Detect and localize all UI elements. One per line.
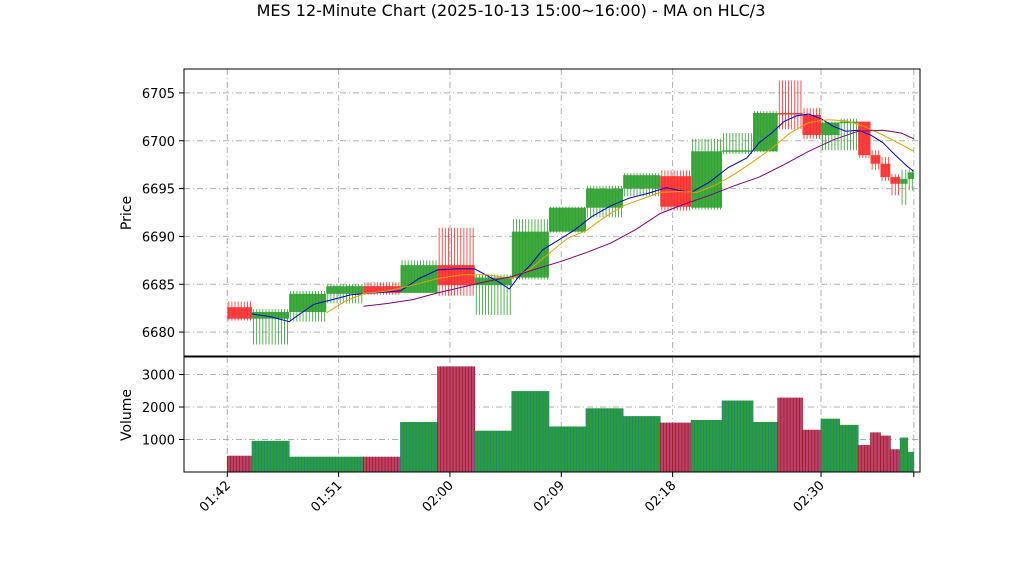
x-tick-label: 01:51 bbox=[308, 478, 345, 515]
candle-body bbox=[289, 293, 327, 312]
moving-average-line-ma-fast bbox=[251, 113, 915, 323]
candle-body bbox=[586, 188, 624, 208]
volume-bar-up bbox=[400, 421, 438, 472]
volume-bar-up bbox=[907, 451, 915, 472]
volume-plot-frame bbox=[183, 356, 921, 473]
moving-average-line-ma-mid bbox=[326, 119, 915, 314]
candle-up bbox=[821, 121, 840, 151]
price-tick-label: 6690 bbox=[142, 230, 175, 245]
volume-bar-up bbox=[839, 424, 859, 472]
candle-body bbox=[839, 121, 859, 124]
candle-down bbox=[802, 108, 822, 139]
volume-bar-up bbox=[511, 391, 550, 472]
volume-bar-up bbox=[820, 418, 840, 472]
x-tick-label: 02:09 bbox=[531, 478, 568, 515]
volume-bar-down bbox=[437, 366, 476, 472]
volume-bar bbox=[880, 435, 891, 472]
volume-bar bbox=[870, 432, 881, 472]
x-tick-label: 01:42 bbox=[197, 478, 234, 515]
candle-up bbox=[289, 290, 327, 322]
volume-bar bbox=[890, 449, 901, 472]
volume-bar-up bbox=[585, 408, 624, 472]
price-panel: 6680 6685 6690 6695 6700 6705 Price bbox=[119, 68, 921, 357]
candle-up bbox=[623, 173, 661, 197]
candle-body bbox=[623, 175, 661, 189]
candle-down bbox=[870, 150, 881, 170]
volume-bar-down bbox=[857, 445, 871, 472]
candle-down bbox=[227, 301, 253, 321]
price-tick-label: 6705 bbox=[142, 87, 175, 102]
candle-down bbox=[890, 174, 901, 196]
candle-up bbox=[400, 260, 438, 293]
volume-panel: 1000 2000 3000 Volume bbox=[119, 356, 921, 473]
candle-body bbox=[252, 311, 290, 319]
price-tick-label: 6700 bbox=[142, 135, 175, 150]
candle-body bbox=[227, 307, 253, 319]
x-axis: 01:42 01:51 02:00 02:09 02:18 02:30 bbox=[197, 472, 915, 515]
volume-bar-down bbox=[880, 435, 891, 472]
candle-body bbox=[511, 231, 549, 278]
volume-bar-down bbox=[870, 432, 881, 472]
candle-down bbox=[660, 170, 692, 211]
candle-up bbox=[907, 169, 914, 191]
candle-body bbox=[900, 179, 908, 184]
candle-body bbox=[326, 286, 364, 294]
price-axis-label: Price bbox=[119, 196, 135, 230]
volume-bar-up bbox=[752, 421, 779, 472]
candle-body bbox=[548, 207, 587, 232]
candle-body bbox=[474, 277, 512, 286]
volume-bar-up bbox=[474, 430, 513, 472]
candle-body bbox=[363, 286, 401, 293]
volume-tick-label: 3000 bbox=[142, 369, 175, 384]
moving-average-line-ma-slow bbox=[363, 129, 915, 307]
candle-down bbox=[858, 121, 871, 158]
volume-bar-up bbox=[690, 420, 723, 472]
candle-down bbox=[880, 157, 891, 181]
candle-body bbox=[858, 121, 871, 156]
price-plot-frame bbox=[183, 68, 921, 357]
volume-bar-up bbox=[251, 440, 290, 472]
volume-bar-up bbox=[548, 426, 587, 472]
chart-title: MES 12-Minute Chart (2025-10-13 15:00~16… bbox=[257, 1, 766, 20]
volume-bar-up bbox=[325, 456, 364, 472]
volume-tick-label: 2000 bbox=[142, 401, 175, 416]
x-tick-label: 02:18 bbox=[642, 478, 679, 515]
volume-bar-up bbox=[721, 400, 754, 472]
volume-bar-down bbox=[363, 456, 401, 472]
candle-down bbox=[777, 80, 803, 130]
candle-up bbox=[900, 169, 908, 205]
candle-up bbox=[722, 133, 754, 155]
x-tick-label: 02:00 bbox=[420, 478, 457, 515]
volume-bar-down bbox=[659, 422, 692, 472]
candle-body bbox=[722, 150, 754, 152]
price-tick-label: 6685 bbox=[142, 278, 175, 293]
price-tick-label: 6695 bbox=[142, 183, 175, 198]
volume-bar-down bbox=[226, 455, 253, 472]
volume-tick-label: 1000 bbox=[142, 434, 175, 449]
candle-up bbox=[474, 274, 512, 315]
volume-axis-label: Volume bbox=[119, 389, 135, 441]
candle-body bbox=[691, 151, 723, 208]
candle-body bbox=[907, 172, 914, 180]
volume-bar-up bbox=[899, 437, 908, 472]
volume-bar-down bbox=[802, 429, 822, 472]
candle-up bbox=[548, 206, 587, 233]
candle-up bbox=[691, 138, 723, 210]
volume-bar-down bbox=[889, 449, 901, 472]
candle-up bbox=[586, 185, 624, 218]
volume-bar-up bbox=[288, 456, 327, 472]
candle-body bbox=[777, 113, 803, 115]
x-tick-label: 02:30 bbox=[791, 478, 828, 515]
volume-bar-up bbox=[622, 416, 661, 472]
price-tick-label: 6680 bbox=[142, 326, 175, 341]
volume-bar-down bbox=[777, 397, 803, 472]
